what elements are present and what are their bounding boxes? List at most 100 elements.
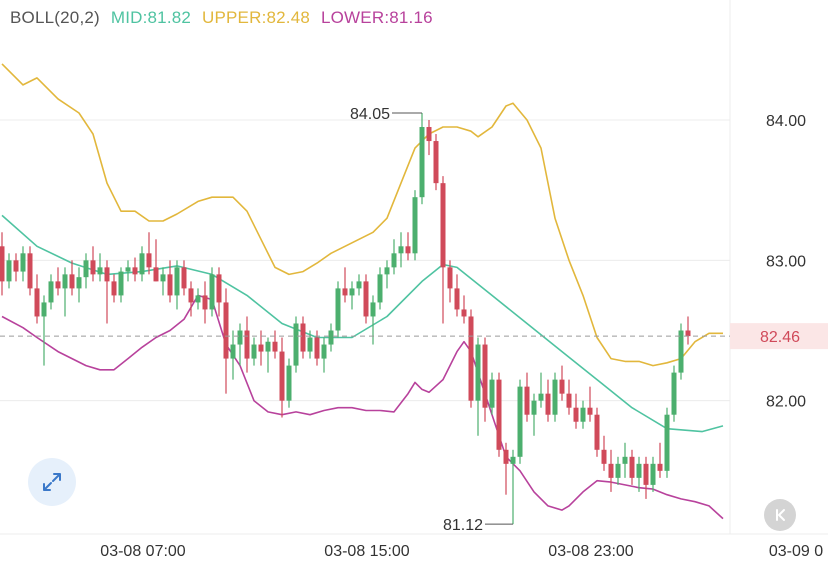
candle-body: [153, 267, 159, 282]
candle-body: [181, 267, 187, 289]
candle-body: [377, 274, 383, 303]
candle-body: [419, 127, 425, 198]
legend-indicator-name: BOLL(20,2): [10, 8, 100, 27]
candle-body: [503, 449, 509, 464]
candle-body: [132, 267, 138, 275]
y-tick-label: 82.00: [766, 394, 806, 411]
candle-body: [608, 463, 614, 478]
y-tick-label: 84.00: [766, 113, 806, 130]
candle-body: [41, 302, 47, 317]
candle-body: [461, 309, 467, 317]
candle-body: [69, 274, 75, 289]
candle-body: [293, 323, 299, 366]
y-axis: 84.00 83.00 82.00: [766, 113, 806, 411]
candle-body: [90, 260, 96, 275]
indicator-legend: BOLL(20,2) MID:81.82 UPPER:82.48 LOWER:8…: [10, 8, 439, 28]
candle-body: [615, 463, 621, 478]
candle-body: [286, 365, 292, 401]
legend-mid: MID:81.82: [110, 8, 192, 27]
candle-body: [412, 197, 418, 254]
jump-to-latest-button[interactable]: [764, 499, 796, 531]
candle-body: [48, 281, 54, 303]
candle-body: [601, 449, 607, 464]
candle-body: [55, 281, 61, 289]
candle-body: [314, 337, 320, 359]
candle-body: [251, 344, 257, 359]
candle-body: [307, 337, 313, 352]
candle-body: [454, 288, 460, 310]
candle-body: [342, 288, 348, 296]
candle-body: [636, 463, 642, 478]
candle-body: [559, 379, 565, 394]
price-markers: 82.46 84.05 81.12: [0, 106, 828, 534]
x-tick-label: 03-08 07:00: [100, 543, 186, 560]
candle-body: [167, 274, 173, 296]
candle-body: [13, 260, 19, 272]
candle-body: [496, 379, 502, 450]
candle-body: [363, 281, 369, 317]
candle-body: [62, 274, 68, 289]
candle-body: [440, 183, 446, 268]
candle-body: [538, 393, 544, 401]
skip-back-icon: [776, 509, 785, 521]
candle-body: [118, 271, 124, 296]
candle-body: [76, 277, 82, 289]
candle-body: [405, 246, 411, 254]
candles: [0, 112, 691, 525]
candle-body: [272, 341, 278, 352]
candle-body: [202, 295, 208, 310]
candle-body: [174, 267, 180, 296]
candle-body: [370, 302, 376, 317]
candle-body: [517, 386, 523, 457]
candle-body: [83, 260, 89, 278]
low-price-label: 81.12: [443, 517, 483, 534]
candle-body: [552, 379, 558, 415]
candle-body: [489, 379, 495, 408]
candle-body: [209, 274, 215, 310]
candle-body: [356, 281, 362, 289]
candle-body: [510, 456, 516, 464]
candle-body: [685, 330, 691, 337]
candle-body: [188, 288, 194, 303]
candle-body: [398, 246, 404, 254]
candle-body: [20, 253, 26, 272]
candle-body: [580, 407, 586, 422]
candle-body: [335, 288, 341, 331]
candle-body: [237, 330, 243, 345]
candle-body: [265, 341, 271, 352]
candle-body: [573, 407, 579, 422]
candle-body: [384, 267, 390, 275]
expand-button[interactable]: [28, 458, 76, 506]
candle-body: [258, 344, 264, 352]
candle-body: [475, 344, 481, 401]
candle-body: [111, 281, 117, 296]
candle-body: [524, 386, 530, 415]
candle-body: [27, 253, 33, 289]
lower-band-line: [1, 294, 724, 520]
candle-body: [643, 463, 649, 485]
candle-body: [216, 274, 222, 303]
candle-body: [244, 330, 250, 359]
x-tick-label: 03-08 15:00: [324, 543, 410, 560]
legend-upper: UPPER:82.48: [202, 8, 311, 27]
candle-body: [6, 260, 12, 282]
y-tick-label: 83.00: [766, 253, 806, 270]
current-price-tag: [730, 323, 828, 350]
mid-band-line: [1, 214, 724, 433]
candle-body: [104, 267, 110, 282]
candle-body: [650, 463, 656, 485]
candle-body: [587, 407, 593, 415]
bollinger-bands: [1, 63, 724, 520]
candle-body: [0, 246, 5, 282]
candle-body: [468, 316, 474, 401]
candle-body: [139, 253, 145, 275]
candle-body: [671, 372, 677, 415]
candle-body: [531, 400, 537, 415]
candle-body: [447, 267, 453, 289]
candle-body: [328, 330, 334, 345]
candle-body: [566, 393, 572, 408]
candle-body: [34, 288, 40, 317]
candle-body: [300, 323, 306, 352]
